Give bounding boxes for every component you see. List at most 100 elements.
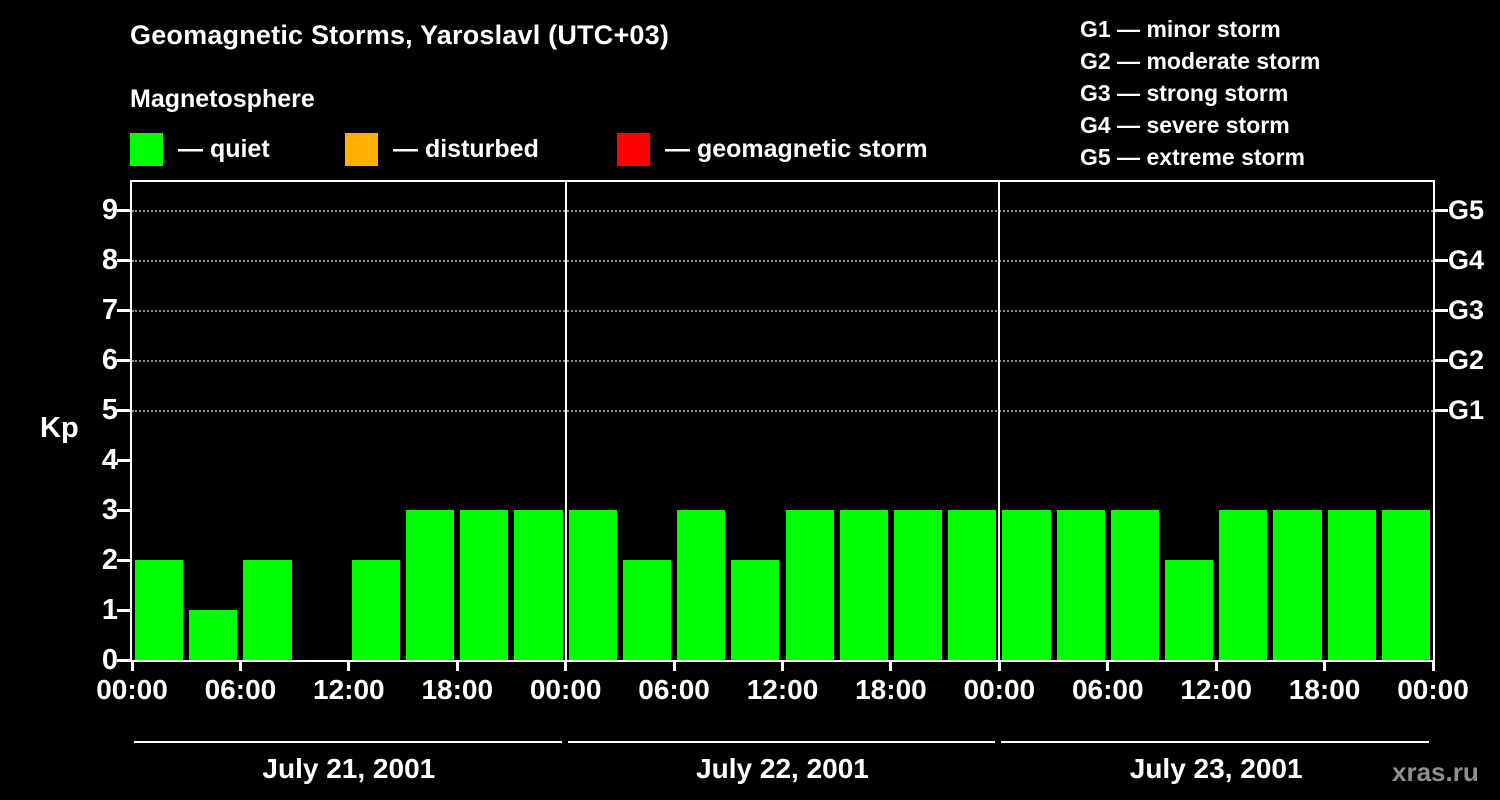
x-tick-label: 12:00 — [746, 674, 819, 705]
kp-bar — [514, 510, 563, 660]
y-tick — [117, 258, 130, 262]
storm-scale-g2: G2 — moderate storm — [1080, 48, 1321, 74]
kp-bar — [243, 560, 292, 660]
watermark: xras.ru — [1392, 757, 1479, 787]
kp-bar — [948, 510, 997, 660]
y-tick-label: 1 — [101, 594, 118, 626]
kp-bar — [189, 610, 238, 660]
y-tick-label: 9 — [101, 194, 118, 226]
x-tick — [781, 662, 784, 671]
y-tick — [117, 458, 130, 462]
day-date-label: July 23, 2001 — [1129, 753, 1303, 784]
g-level-label: G5 — [1448, 195, 1485, 225]
plot-area — [130, 180, 1435, 662]
disturbed-color-swatch — [345, 132, 378, 166]
x-tick — [997, 662, 1001, 671]
kp-bar — [135, 560, 184, 660]
y-tick — [117, 308, 130, 312]
x-tick-label: 12:00 — [1180, 674, 1252, 705]
storm-scale-g4: G4 — severe storm — [1080, 112, 1290, 138]
x-tick — [455, 662, 459, 671]
x-tick-label: 06:00 — [204, 674, 277, 705]
y-tick-label: 4 — [101, 444, 118, 476]
kp-bar — [677, 510, 726, 660]
kp-bar — [839, 510, 888, 660]
y-tick-label: 7 — [101, 294, 118, 326]
g-level-label: G1 — [1448, 395, 1485, 425]
x-tick — [1106, 662, 1110, 671]
day-bracket-line — [1001, 741, 1429, 743]
x-tick-label: 00:00 — [963, 674, 1036, 705]
legend-label-disturbed: — disturbed — [393, 134, 539, 163]
y-tick-label: 0 — [101, 644, 118, 676]
kp-bar — [1381, 510, 1430, 660]
legend-label-quiet: — quiet — [178, 134, 270, 163]
y-tick — [117, 208, 130, 212]
y-axis-title: Kp — [40, 412, 79, 444]
y-tick — [117, 608, 130, 612]
kp-bar — [351, 560, 401, 660]
g-tick — [1435, 358, 1448, 362]
gridline-kp-7 — [132, 310, 1433, 312]
x-tick-label: 12:00 — [313, 674, 385, 705]
y-tick — [117, 408, 130, 412]
y-tick — [117, 658, 130, 662]
kp-bar — [1002, 510, 1051, 660]
day-separator — [998, 182, 1001, 660]
kp-bar — [1273, 510, 1322, 660]
y-tick — [117, 508, 130, 512]
y-tick-label: 5 — [101, 394, 118, 426]
day-date-label: July 21, 2001 — [262, 753, 436, 784]
quiet-color-swatch — [130, 132, 163, 166]
gridline-kp-5 — [132, 410, 1433, 412]
page-title: Geomagnetic Storms, Yaroslavl (UTC+03) — [130, 20, 670, 50]
x-tick — [1214, 662, 1218, 671]
x-tick-label: 06:00 — [1071, 674, 1144, 705]
x-tick — [672, 662, 676, 671]
y-tick-label: 6 — [101, 344, 118, 376]
storm-scale-g3: G3 — strong storm — [1080, 80, 1289, 106]
kp-bar — [460, 510, 509, 660]
kp-bar — [785, 510, 834, 660]
storm-color-swatch — [617, 132, 650, 166]
kp-bar — [406, 510, 455, 660]
g-level-label: G2 — [1448, 345, 1485, 375]
storm-scale-g1: G1 — minor storm — [1080, 16, 1281, 42]
gridline-kp-6 — [132, 360, 1433, 362]
g-tick — [1435, 208, 1448, 212]
g-tick — [1435, 408, 1448, 412]
x-tick-label: 18:00 — [855, 674, 927, 705]
day-bracket-line — [567, 741, 996, 743]
legend-item-disturbed: — disturbed — [345, 132, 539, 166]
kp-bar — [568, 510, 617, 660]
kp-bar — [731, 560, 780, 660]
kp-bar — [1219, 510, 1268, 660]
y-tick-label: 3 — [101, 494, 118, 526]
y-tick — [117, 558, 130, 562]
day-separator — [564, 182, 567, 660]
kp-bar — [1327, 510, 1376, 660]
kp-bar — [1164, 560, 1214, 660]
y-tick — [117, 358, 130, 362]
storm-scale-g5: G5 — extreme storm — [1080, 144, 1305, 170]
gridline-kp-8 — [132, 260, 1433, 262]
x-tick-label: 00:00 — [529, 674, 602, 705]
x-tick — [1323, 662, 1327, 671]
y-tick-label: 2 — [101, 544, 118, 576]
x-tick — [130, 662, 134, 671]
g-level-label: G3 — [1448, 295, 1485, 325]
day-date-label: July 22, 2001 — [696, 753, 869, 784]
x-tick-label: 06:00 — [638, 674, 710, 705]
x-tick-label: 18:00 — [421, 674, 494, 705]
kp-bar — [622, 560, 672, 660]
legend-item-quiet: — quiet — [130, 132, 270, 166]
g-tick — [1435, 308, 1448, 312]
x-tick-label: 00:00 — [96, 674, 168, 705]
storm-scale-legend: G1 — minor storm G2 — moderate storm G3 … — [1080, 13, 1320, 173]
x-tick-label: 00:00 — [1397, 674, 1469, 705]
chart-subtitle: Magnetosphere — [130, 85, 315, 113]
gridline-kp-9 — [132, 210, 1433, 212]
kp-bar — [1056, 510, 1105, 660]
x-tick — [564, 662, 568, 671]
